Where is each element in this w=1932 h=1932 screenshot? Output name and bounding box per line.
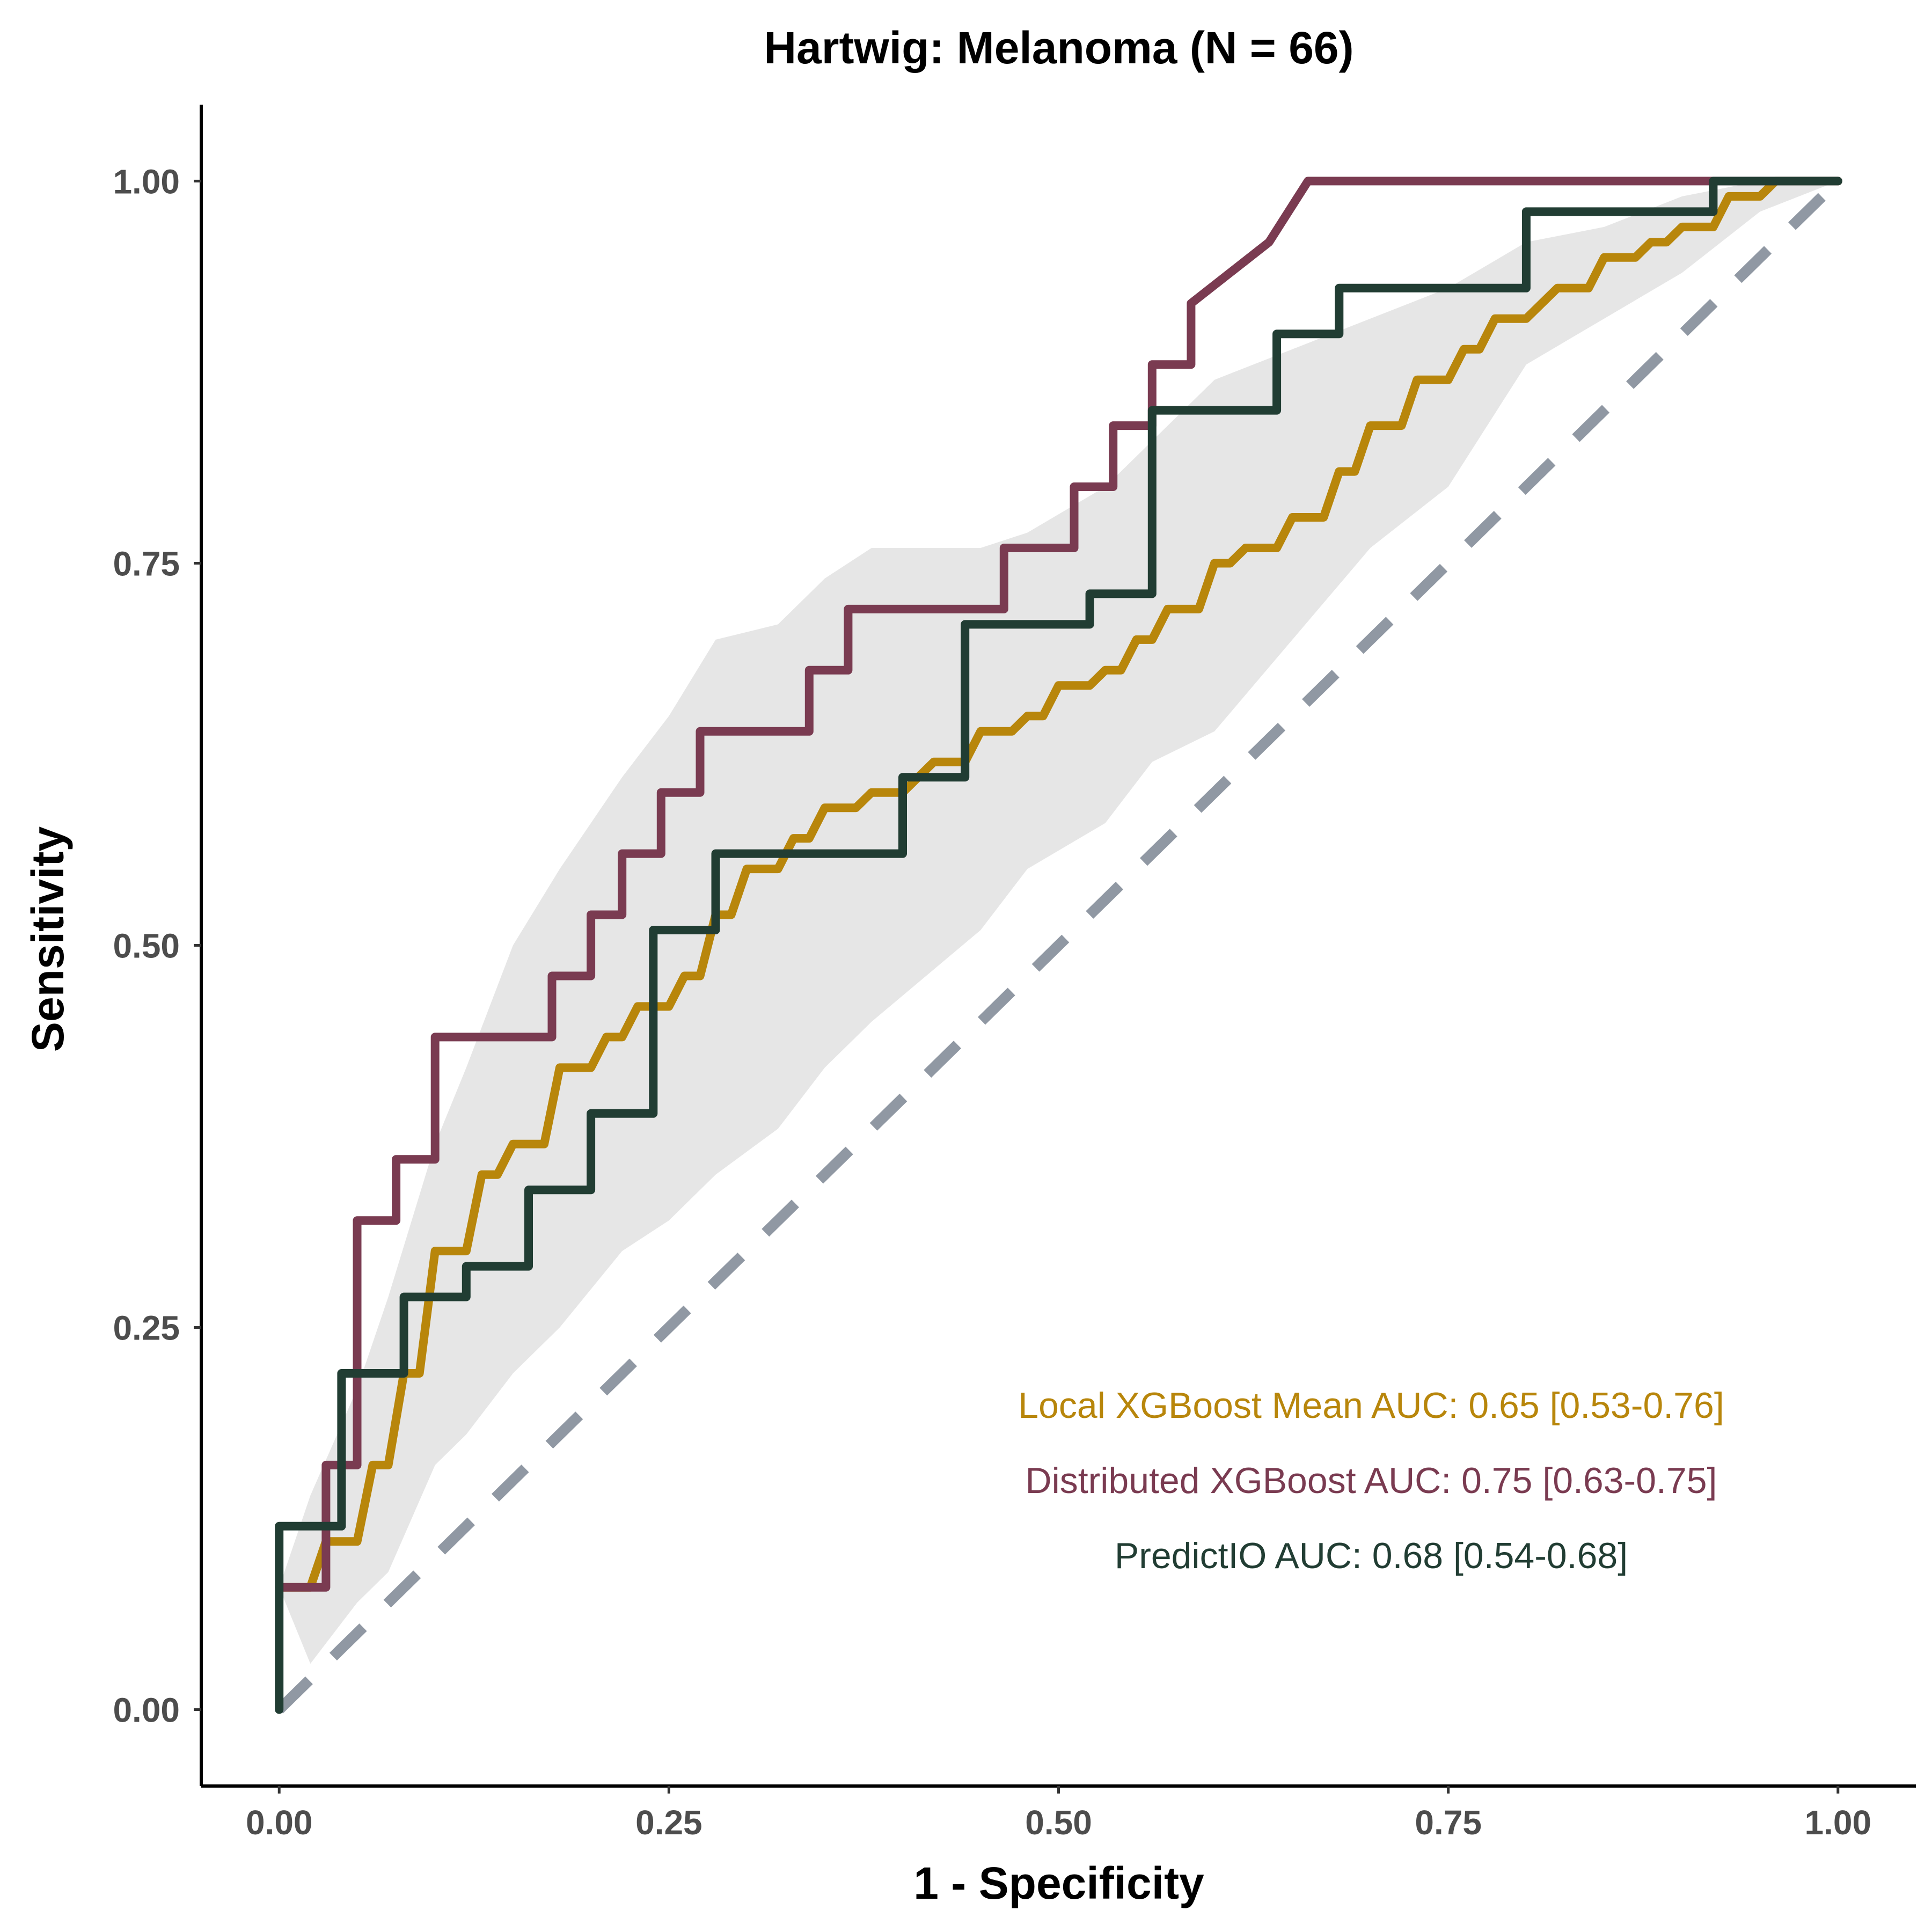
legend: Local XGBoost Mean AUC: 0.65 [0.53-0.76]… — [1018, 1385, 1724, 1576]
x-tick-label: 1.00 — [1804, 1803, 1871, 1842]
legend-entry-3: PredictIO AUC: 0.68 [0.54-0.68] — [1115, 1535, 1628, 1576]
chart-title: Hartwig: Melanoma (N = 66) — [764, 23, 1353, 73]
x-tick-label: 0.75 — [1415, 1803, 1482, 1842]
y-tick-label: 0.75 — [113, 544, 180, 583]
series-line-1 — [275, 177, 1842, 1592]
legend-entry-1: Local XGBoost Mean AUC: 0.65 [0.53-0.76] — [1018, 1385, 1724, 1426]
y-tick-label: 1.00 — [113, 162, 180, 201]
series-line-2 — [275, 177, 1842, 1592]
x-tick-label: 0.25 — [635, 1803, 702, 1842]
y-axis-title: Sensitivity — [23, 826, 73, 1052]
reference-diagonal-line — [275, 177, 1842, 1714]
x-axis-title: 1 - Specificity — [913, 1858, 1204, 1908]
series-line-3 — [275, 177, 1842, 1714]
confidence-band — [279, 181, 1838, 1664]
y-tick-label: 0.50 — [113, 927, 180, 965]
plot-area — [275, 177, 1842, 1714]
axes: 0.00 0.25 0.50 0.75 1.00 0.00 0.25 0.50 0.75 1.00 — [113, 105, 1916, 1842]
x-tick-label: 0.50 — [1025, 1803, 1092, 1842]
y-tick-label: 0.00 — [113, 1691, 180, 1730]
x-tick-label: 0.00 — [246, 1803, 313, 1842]
y-tick-label: 0.25 — [113, 1309, 180, 1348]
legend-entry-2: Distributed XGBoost AUC: 0.75 [0.63-0.75… — [1026, 1460, 1717, 1501]
